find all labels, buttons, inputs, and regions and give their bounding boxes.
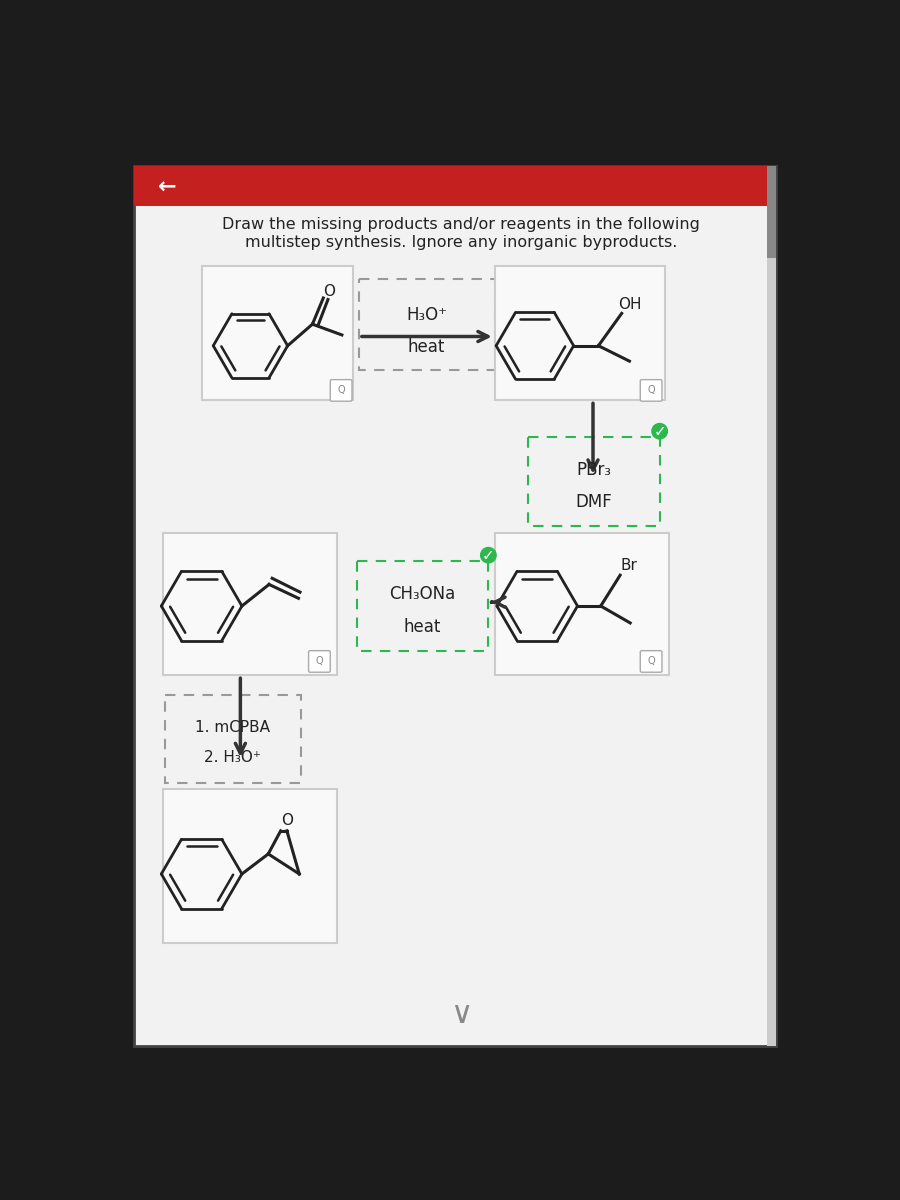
Bar [495,265,665,401]
Text: CH₃ONa: CH₃ONa [390,586,455,604]
FancyBboxPatch shape [134,166,776,1046]
Bar [134,166,776,205]
Bar [163,533,338,676]
Text: Q: Q [647,656,655,666]
FancyBboxPatch shape [640,650,662,672]
Text: multistep synthesis. Ignore any inorganic byproducts.: multistep synthesis. Ignore any inorgani… [245,235,678,250]
Text: DMF: DMF [575,493,612,511]
Text: 1. mCPBA: 1. mCPBA [195,720,270,736]
FancyBboxPatch shape [330,379,352,401]
Text: Draw the missing products and/or reagents in the following: Draw the missing products and/or reagent… [222,217,700,233]
Text: 2. H₃O⁺: 2. H₃O⁺ [204,750,261,766]
Bar [166,695,301,784]
Text: Q: Q [647,385,655,395]
Text: H₃O⁺: H₃O⁺ [406,306,447,324]
Bar [528,437,660,526]
Bar [356,562,489,650]
FancyBboxPatch shape [309,650,330,672]
Text: ∨: ∨ [450,1000,472,1028]
Bar [359,278,495,370]
Bar [202,265,353,401]
Circle shape [652,424,668,439]
Bar [163,790,338,943]
Text: ✓: ✓ [653,424,666,439]
Bar [495,533,669,676]
Text: Br: Br [621,558,638,574]
Text: O: O [281,812,292,828]
Text: Q: Q [338,385,345,395]
Text: OH: OH [617,296,641,312]
Bar [767,166,776,258]
Text: ✓: ✓ [482,547,495,563]
Text: PBr₃: PBr₃ [576,461,611,479]
Text: heat: heat [404,618,441,636]
Text: O: O [323,284,336,299]
Circle shape [481,547,496,563]
Text: heat: heat [408,338,446,356]
Text: ←: ← [158,178,176,197]
FancyBboxPatch shape [640,379,662,401]
Bar [767,166,776,1046]
Text: Q: Q [316,656,323,666]
